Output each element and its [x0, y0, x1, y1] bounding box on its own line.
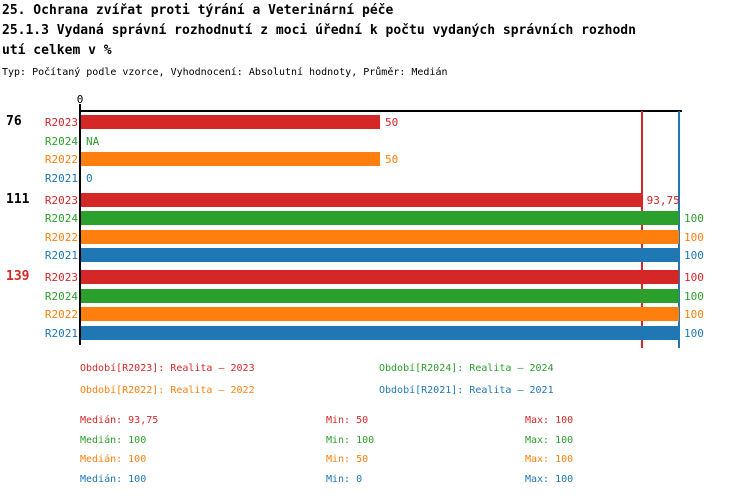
bar-value-label: 100 [684, 230, 704, 244]
stat-median: Medián: 100 [80, 435, 147, 446]
bar [81, 152, 380, 166]
stat-max: Max: 100 [525, 474, 574, 485]
stat-min: Min: 100 [326, 435, 375, 446]
bar-value-label: 100 [684, 308, 704, 321]
bar [81, 325, 679, 340]
bar-value-label: 50 [385, 116, 399, 129]
y-axis-line [79, 104, 81, 345]
stat-median: Medián: 100 [80, 474, 147, 485]
bar-series-label: R2023 [44, 116, 78, 129]
bar-value-label: 0 [86, 171, 93, 185]
bar-value-label: 100 [684, 326, 704, 340]
stat-median: Medián: 93,75 [80, 415, 159, 426]
bar-series-label: R2023 [44, 193, 78, 207]
group-label: 76 [6, 114, 22, 129]
bar-value-label: 100 [684, 249, 704, 262]
legend-item-r2024: Období[R2024]: Realita – 2024 [379, 363, 554, 374]
bar-series-label: R2022 [44, 153, 78, 166]
bar-value-label: 100 [684, 212, 704, 225]
stat-min: Min: 0 [326, 474, 363, 485]
bar [81, 270, 679, 284]
stat-max: Max: 100 [525, 454, 574, 465]
bar-series-label: R2024 [44, 134, 78, 148]
bar-value-label: NA [86, 134, 100, 148]
bar-series-label: R2024 [44, 289, 78, 303]
legend-item-r2021: Období[R2021]: Realita – 2021 [379, 385, 554, 396]
bar-series-label: R2022 [44, 230, 78, 244]
bar-value-label: 100 [684, 271, 704, 284]
bar [81, 288, 679, 303]
bar-series-label: R2021 [44, 171, 78, 185]
bar-value-label: 93,75 [646, 193, 680, 207]
bar-series-label: R2023 [44, 271, 78, 284]
bar [81, 192, 642, 207]
x-axis-zero-tick-label: 0 [76, 93, 84, 106]
stat-max: Max: 100 [525, 415, 574, 426]
bar-series-label: R2021 [44, 326, 78, 340]
bar [81, 115, 380, 129]
legend-item-r2023: Období[R2023]: Realita – 2023 [80, 363, 255, 374]
bar [81, 211, 679, 225]
bar-value-label: 50 [385, 153, 399, 166]
bar [81, 307, 679, 321]
page-title-line-1: 25. Ochrana zvířat proti týrání a Veteri… [2, 3, 394, 18]
bar-series-label: R2021 [44, 249, 78, 262]
stat-median: Medián: 100 [80, 454, 147, 465]
group-label: 139 [6, 269, 30, 284]
x-axis-line [80, 110, 682, 112]
stat-max: Max: 100 [525, 435, 574, 446]
median-reference-line [678, 111, 680, 348]
bar-series-label: R2022 [44, 308, 78, 321]
stat-min: Min: 50 [326, 454, 369, 465]
page-title-line-2: 25.1.3 Vydaná správní rozhodnutí z moci … [2, 23, 636, 38]
bar [81, 248, 679, 262]
legend-item-r2022: Období[R2022]: Realita – 2022 [80, 385, 255, 396]
group-label: 111 [6, 191, 30, 207]
page-title-line-3: utí celkem v % [2, 43, 112, 58]
bar [81, 229, 679, 244]
chart-meta-line: Typ: Počítaný podle vzorce, Vyhodnocení:… [2, 67, 448, 78]
bar-value-label: 100 [684, 289, 704, 303]
stat-min: Min: 50 [326, 415, 369, 426]
bar-series-label: R2024 [44, 212, 78, 225]
